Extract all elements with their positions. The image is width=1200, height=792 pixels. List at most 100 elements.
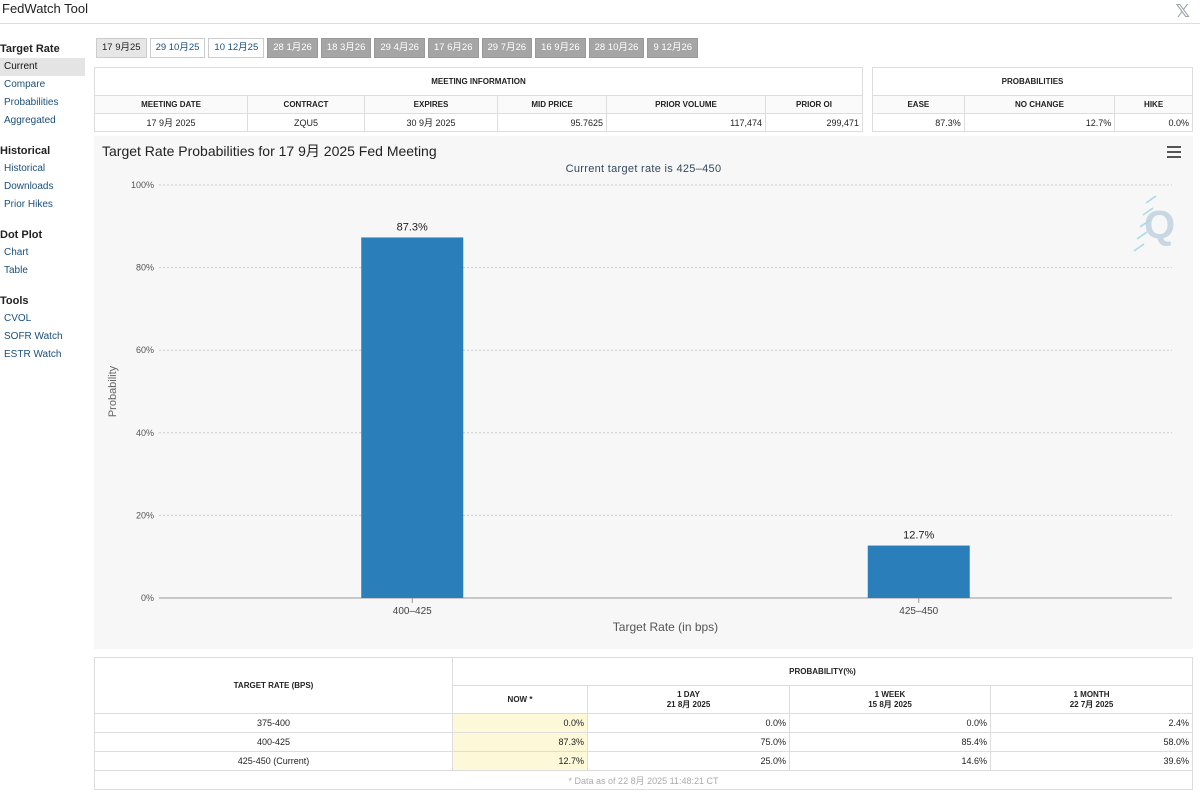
sidebar: Target Rate Current Compare Probabilities Ag…	[0, 36, 88, 376]
sidebar-item-cvol[interactable]: CVOL	[4, 313, 32, 324]
column-header: MID PRICE	[497, 95, 607, 114]
tab-meeting-date[interactable]: 18 3月26	[320, 38, 372, 58]
tab-meeting-date[interactable]: 17 6月26	[427, 38, 479, 58]
target-rate-header: TARGET RATE (BPS)	[94, 657, 453, 714]
probability-cell: 75.0%	[587, 732, 790, 752]
table-cell: 0.0%	[1114, 113, 1193, 132]
sidebar-heading: Target Rate	[0, 43, 60, 55]
table-cell: 30 9月 2025	[364, 113, 498, 132]
column-header: EXPIRES	[364, 95, 498, 114]
probability-cell: 25.0%	[587, 751, 790, 771]
table-cell: ZQU5	[247, 113, 365, 132]
y-tick-label: 40%	[136, 428, 154, 438]
watermark-stroke	[1145, 195, 1157, 204]
chart-subtitle: Current target rate is 425–450	[565, 163, 722, 175]
y-tick-label: 60%	[136, 345, 154, 355]
rate-cell: 425-450 (Current)	[94, 751, 453, 771]
period-header: NOW *	[452, 685, 588, 714]
column-header: NO CHANGE	[963, 95, 1116, 114]
table-cell: 12.7%	[963, 113, 1116, 132]
tab-meeting-date[interactable]: 29 4月26	[374, 38, 425, 58]
sidebar-item-compare[interactable]: Compare	[4, 79, 46, 90]
probability-cell: 0.0%	[789, 713, 991, 733]
sidebar-group: Historical Historical Downloads Prior Hikes	[0, 142, 88, 214]
sidebar-item-estr-watch[interactable]: ESTR Watch	[4, 349, 62, 360]
column-header: EASE	[872, 95, 965, 114]
probability-header: PROBABILITY(%)	[452, 657, 1193, 686]
probabilities-table: PROBABILITIES EASE NO CHANGE HIKE 87.3% 12.…	[872, 67, 1193, 132]
sidebar-group: Dot Plot Chart Table	[0, 226, 88, 280]
x-tick-label: 425–450	[899, 606, 938, 617]
tab-meeting-date[interactable]: 29 7月26	[481, 38, 533, 58]
bar	[867, 545, 970, 598]
probability-cell: 87.3%	[452, 732, 588, 752]
chart-menu-icon[interactable]	[1167, 146, 1181, 158]
period-header-line1: 1 WEEK	[874, 689, 906, 699]
tab-meeting-date[interactable]: 16 9月26	[535, 38, 586, 58]
column-header: PRIOR OI	[765, 95, 863, 114]
sidebar-group: Target Rate Current Compare Probabilities Ag…	[0, 40, 88, 130]
sidebar-item-prior-hikes[interactable]: Prior Hikes	[4, 199, 53, 210]
watermark-stroke	[1133, 243, 1145, 252]
chart-title: Target Rate Probabilities for 17 9月 2025…	[102, 143, 437, 159]
period-header: 1 DAY 21 8月 2025	[587, 685, 790, 714]
bar-data-label: 12.7%	[903, 530, 934, 542]
meeting-info-heading: MEETING INFORMATION	[94, 67, 863, 96]
column-header: CONTRACT	[247, 95, 365, 114]
sidebar-item-downloads[interactable]: Downloads	[4, 181, 54, 192]
table-cell: 87.3%	[872, 113, 965, 132]
chart-panel: Target Rate Probabilities for 17 9月 2025…	[94, 136, 1193, 649]
bar	[361, 237, 464, 598]
probability-cell: 58.0%	[990, 732, 1193, 752]
meeting-info-table: MEETING INFORMATION MEETING DATE CONTRACT…	[94, 67, 863, 132]
sidebar-item-aggregated[interactable]: Aggregated	[4, 115, 56, 126]
x-axis-label: Target Rate (in bps)	[613, 620, 718, 634]
tab-meeting-date[interactable]: 17 9月25	[96, 38, 147, 58]
probability-cell: 0.0%	[587, 713, 790, 733]
rate-cell: 375-400	[94, 713, 453, 733]
probability-cell: 12.7%	[452, 751, 588, 771]
sidebar-item-historical[interactable]: Historical	[4, 163, 46, 174]
tab-meeting-date[interactable]: 28 10月26	[588, 38, 645, 58]
period-header-line2: 21 8月 2025	[666, 699, 711, 709]
sidebar-item-current[interactable]: Current	[0, 58, 85, 76]
sidebar-item-chart[interactable]: Chart	[4, 247, 29, 258]
period-header-line2: 15 8月 2025	[868, 699, 912, 709]
sidebar-item-probabilities[interactable]: Probabilities	[4, 97, 59, 108]
x-tick-label: 400–425	[393, 606, 432, 617]
bar-chart: Q 0% 20% 40% 60% 80% 100% Probability 87.3% 400–4…	[107, 180, 1175, 634]
sidebar-group: Tools CVOL SOFR Watch ESTR Watch	[0, 292, 88, 364]
period-header-line2: 22 7月 2025	[1069, 699, 1114, 709]
tab-meeting-date[interactable]: 10 12月25	[208, 38, 265, 58]
data-timestamp-footnote: * Data as of 22 8月 2025 11:48:21 CT	[94, 770, 1193, 790]
column-header: PRIOR VOLUME	[606, 95, 766, 114]
table-row: 400-425 87.3% 75.0% 85.4% 58.0%	[94, 732, 1193, 752]
watermark-stroke	[1142, 207, 1154, 216]
watermark-logo: Q	[1144, 203, 1175, 247]
period-header: 1 WEEK 15 8月 2025	[789, 685, 991, 714]
period-header-line1: NOW *	[507, 694, 533, 704]
title-bar: FedWatch Tool 𝕏	[0, 0, 1200, 24]
probability-cell: 0.0%	[452, 713, 588, 733]
y-tick-label: 80%	[136, 263, 154, 273]
table-cell: 117,474	[606, 113, 766, 132]
probabilities-heading: PROBABILITIES	[872, 67, 1193, 96]
column-header: MEETING DATE	[94, 95, 248, 114]
sidebar-item-table[interactable]: Table	[4, 265, 28, 276]
tab-meeting-date[interactable]: 29 10月25	[149, 38, 206, 58]
table-cell: 299,471	[765, 113, 863, 132]
tab-meeting-date[interactable]: 9 12月26	[647, 38, 699, 58]
watermark-stroke	[1139, 219, 1151, 228]
tab-meeting-date[interactable]: 28 1月26	[267, 38, 318, 58]
period-header: 1 MONTH 22 7月 2025	[990, 685, 1193, 714]
x-logo-icon[interactable]: 𝕏	[1175, 1, 1190, 21]
watermark-stroke	[1136, 231, 1148, 240]
rate-cell: 400-425	[94, 732, 453, 752]
column-header: HIKE	[1114, 95, 1193, 114]
probability-cell: 14.6%	[789, 751, 991, 771]
sidebar-item-sofr-watch[interactable]: SOFR Watch	[4, 331, 63, 342]
table-cell: 95.7625	[497, 113, 607, 132]
sidebar-heading: Tools	[0, 295, 29, 307]
table-cell: 17 9月 2025	[94, 113, 248, 132]
y-tick-label: 20%	[136, 510, 154, 520]
